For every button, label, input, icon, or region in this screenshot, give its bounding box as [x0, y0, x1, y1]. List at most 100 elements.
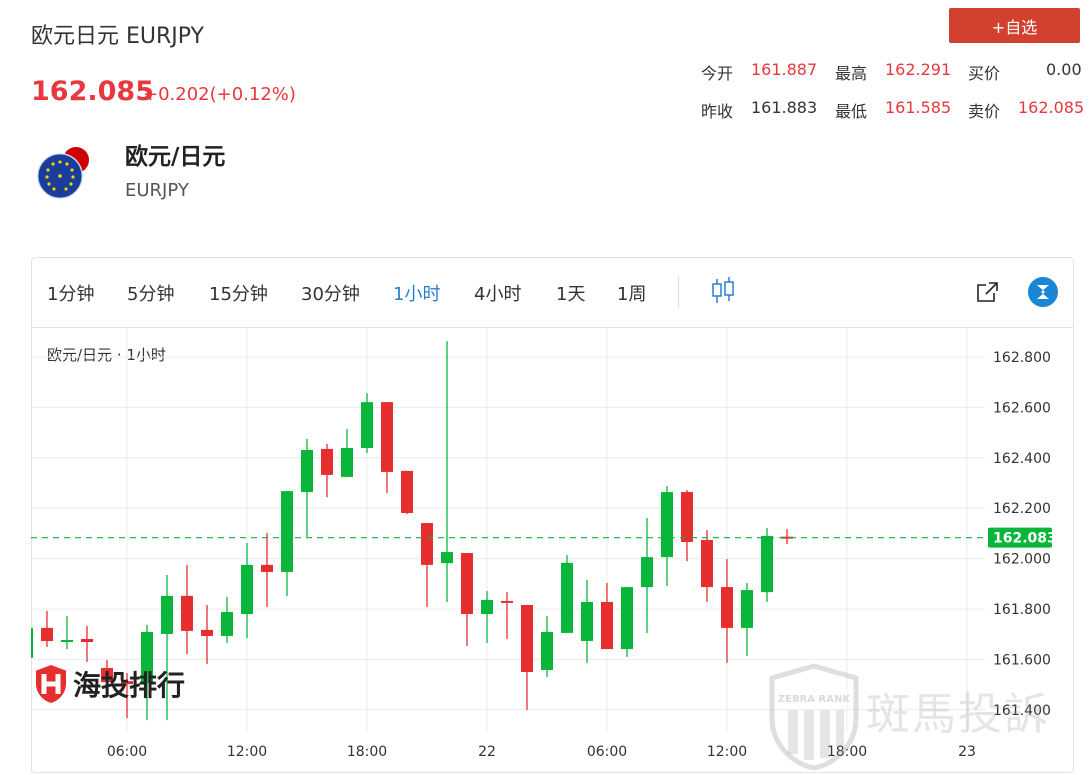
current-price-badge — [988, 527, 1052, 548]
candle — [641, 518, 653, 633]
candle-body — [181, 595, 193, 631]
candle-body — [161, 595, 173, 634]
candle-body — [501, 600, 513, 603]
open-value: 161.887 — [751, 60, 818, 79]
x-tick-label: 12:00 — [227, 744, 267, 760]
current-price: 162.085 — [31, 76, 154, 107]
add-favorite-button[interactable]: +自选 — [949, 8, 1080, 43]
candle — [421, 523, 433, 607]
open-label: 今开 — [701, 64, 734, 83]
current-price-label: 162.083 — [993, 531, 1057, 547]
pair-symbol: EURJPY — [125, 180, 189, 201]
candle-body — [361, 402, 373, 448]
tab-4hour[interactable]: 4小时 — [474, 284, 522, 305]
toolbar-divider — [678, 276, 679, 308]
candle-body — [381, 402, 393, 472]
candle — [381, 402, 393, 494]
candle-body — [581, 601, 593, 642]
zebra-rank-text: ZEBRA RANK — [778, 694, 851, 705]
x-tick-label: 06:00 — [107, 744, 147, 760]
candle-body — [761, 535, 773, 593]
candle-body — [61, 639, 73, 642]
y-tick-label: 161.400 — [993, 703, 1051, 719]
shield-logo-icon — [34, 662, 68, 706]
bid-label: 买价 — [968, 64, 1001, 83]
y-tick-label: 161.800 — [993, 602, 1051, 618]
candle — [241, 542, 253, 638]
candle-body — [621, 587, 633, 650]
candle-body — [421, 523, 433, 565]
candle-body — [301, 449, 313, 493]
high-value: 162.291 — [885, 60, 952, 79]
candle-body — [241, 564, 253, 615]
tab-15min[interactable]: 15分钟 — [209, 284, 268, 305]
candle — [561, 555, 573, 633]
x-tick-label: 06:00 — [587, 744, 627, 760]
brand-z-icon[interactable] — [1028, 277, 1058, 307]
tab-30min[interactable]: 30分钟 — [301, 284, 360, 305]
low-value: 161.585 — [885, 98, 952, 117]
candle-body — [521, 604, 533, 672]
candlestick-icon[interactable] — [710, 276, 736, 306]
tab-1week[interactable]: 1周 — [617, 284, 647, 305]
bid-value: 0.00 — [1046, 60, 1082, 79]
x-tick-label: 18:00 — [347, 744, 387, 760]
candle — [741, 583, 753, 656]
candle-body — [101, 667, 113, 683]
candle — [681, 490, 693, 562]
candle-body — [601, 601, 613, 650]
ask-label: 卖价 — [968, 102, 1001, 121]
candle — [321, 443, 333, 498]
eu-jp-flag-icon — [37, 147, 89, 199]
candle — [521, 604, 533, 711]
price-change: +0.202(+0.12%) — [143, 84, 296, 105]
candle — [341, 429, 353, 477]
candle — [461, 553, 473, 647]
candle — [721, 559, 733, 663]
candle — [481, 591, 493, 644]
tab-1min[interactable]: 1分钟 — [47, 284, 95, 305]
tab-5min[interactable]: 5分钟 — [127, 284, 175, 305]
candle-body — [641, 557, 653, 588]
candle-body — [121, 681, 133, 685]
candle — [361, 393, 373, 454]
watermark-left: 海投排行 — [33, 662, 185, 706]
candle-body — [481, 599, 493, 615]
external-link-icon[interactable] — [976, 281, 1000, 303]
page-title: 欧元日元 EURJPY — [31, 24, 204, 49]
candle — [701, 530, 713, 602]
candle-body — [141, 631, 153, 684]
candle — [121, 673, 133, 719]
candle-body — [741, 590, 753, 628]
candle-body — [401, 470, 413, 513]
candle — [441, 341, 453, 602]
tab-1day[interactable]: 1天 — [556, 284, 586, 305]
candle — [201, 604, 213, 664]
candle — [41, 611, 53, 648]
candle — [581, 580, 593, 663]
candlestick-chart[interactable]: 161.400 161.600 161.800 162.000 162.200 162.4… — [31, 328, 1073, 772]
candle — [501, 592, 513, 639]
y-tick-label: 162.800 — [993, 350, 1051, 366]
watermark-right-text: 斑馬投訴 — [866, 689, 1050, 740]
candle — [401, 470, 413, 514]
candle-body — [31, 627, 33, 658]
prev-close-value: 161.883 — [751, 98, 818, 117]
candle-body — [721, 587, 733, 628]
candle-body — [321, 448, 333, 475]
chart-legend: 欧元/日元 · 1小时 — [47, 346, 166, 364]
candle — [101, 659, 113, 693]
candle-body — [461, 553, 473, 615]
candle — [781, 529, 793, 544]
y-tick-label: 162.600 — [993, 400, 1051, 416]
pair-name: 欧元/日元 — [125, 144, 226, 170]
candle — [761, 528, 773, 602]
candle — [541, 616, 553, 678]
ask-value: 162.085 — [1018, 98, 1085, 117]
y-tick-label: 162.000 — [993, 552, 1051, 568]
tab-1hour[interactable]: 1小时 — [393, 284, 441, 305]
candle-body — [441, 552, 453, 564]
candle — [281, 491, 293, 596]
x-tick-label: 22 — [478, 744, 496, 760]
candle — [661, 486, 673, 587]
